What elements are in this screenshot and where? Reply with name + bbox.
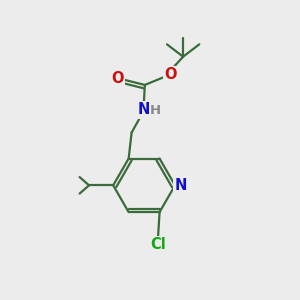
Text: O: O [111, 71, 123, 86]
Text: N: N [174, 178, 187, 193]
Text: N: N [137, 103, 150, 118]
Text: H: H [150, 104, 161, 117]
Text: O: O [164, 67, 176, 82]
Text: Cl: Cl [150, 237, 166, 252]
